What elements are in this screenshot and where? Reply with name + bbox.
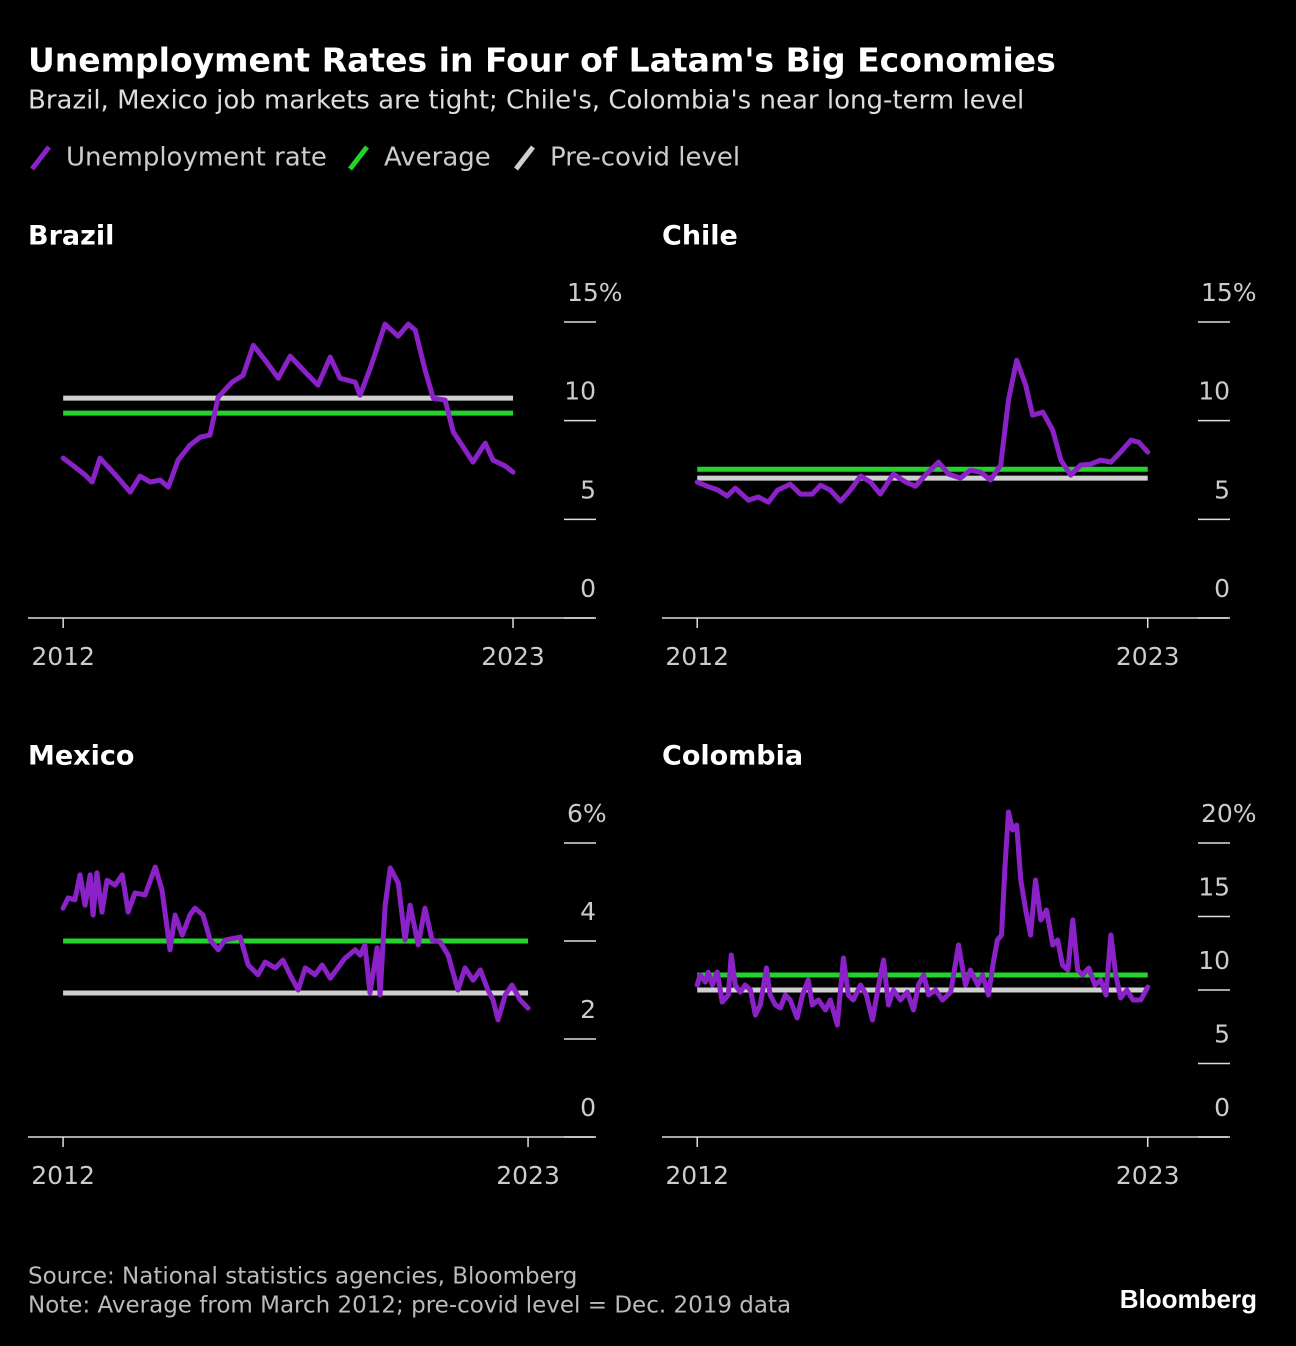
y-tick-label: 15% (1201, 278, 1257, 307)
y-tick-label: 10 (1198, 377, 1230, 406)
x-tick-label: 2023 (1116, 642, 1180, 671)
legend-label: Average (384, 143, 491, 173)
y-tick-label: 0 (1214, 574, 1230, 603)
note: Note: Average from March 2012; pre-covid… (28, 1293, 791, 1319)
legend-swatch (30, 145, 51, 171)
y-tick-label: 10 (564, 377, 596, 406)
y-tick-label: 15 (1198, 873, 1230, 902)
panel-title: Brazil (28, 221, 114, 252)
legend-swatch (514, 145, 535, 171)
brand-logo: Bloomberg (1120, 1284, 1257, 1314)
y-tick-label: 0 (1214, 1093, 1230, 1122)
unemployment-line (694, 809, 1151, 1028)
legend-label: Pre-covid level (550, 143, 740, 173)
panel-title: Colombia (662, 741, 803, 772)
unemployment-line (60, 321, 516, 495)
y-tick-label: 5 (580, 475, 596, 504)
x-tick-label: 2012 (665, 642, 729, 671)
source: Source: National statistics agencies, Bl… (28, 1264, 577, 1290)
x-tick-label: 2023 (481, 642, 545, 671)
x-tick-label: 2023 (496, 1161, 560, 1190)
x-tick-label: 2023 (1116, 1161, 1180, 1190)
y-tick-label: 0 (580, 574, 596, 603)
y-tick-label: 15% (567, 278, 623, 307)
y-tick-label: 4 (580, 897, 596, 926)
unemployment-line (694, 357, 1151, 505)
y-tick-label: 20% (1201, 799, 1257, 828)
y-tick-label: 5 (1214, 1020, 1230, 1049)
x-tick-label: 2012 (31, 1161, 95, 1190)
y-tick-label: 2 (580, 995, 596, 1024)
x-tick-label: 2012 (665, 1161, 729, 1190)
x-tick-label: 2012 (31, 642, 95, 671)
panel-title: Chile (662, 221, 738, 252)
y-tick-label: 6% (567, 799, 607, 828)
legend-swatch (348, 145, 369, 171)
y-tick-label: 5 (1214, 475, 1230, 504)
y-tick-label: 0 (580, 1093, 596, 1122)
y-tick-label: 10 (1198, 946, 1230, 975)
legend-label: Unemployment rate (66, 143, 327, 173)
panel-title: Mexico (28, 741, 134, 772)
unemployment-line (60, 864, 531, 1023)
chart-title: Unemployment Rates in Four of Latam's Bi… (28, 41, 1056, 80)
chart-subtitle: Brazil, Mexico job markets are tight; Ch… (28, 86, 1024, 116)
